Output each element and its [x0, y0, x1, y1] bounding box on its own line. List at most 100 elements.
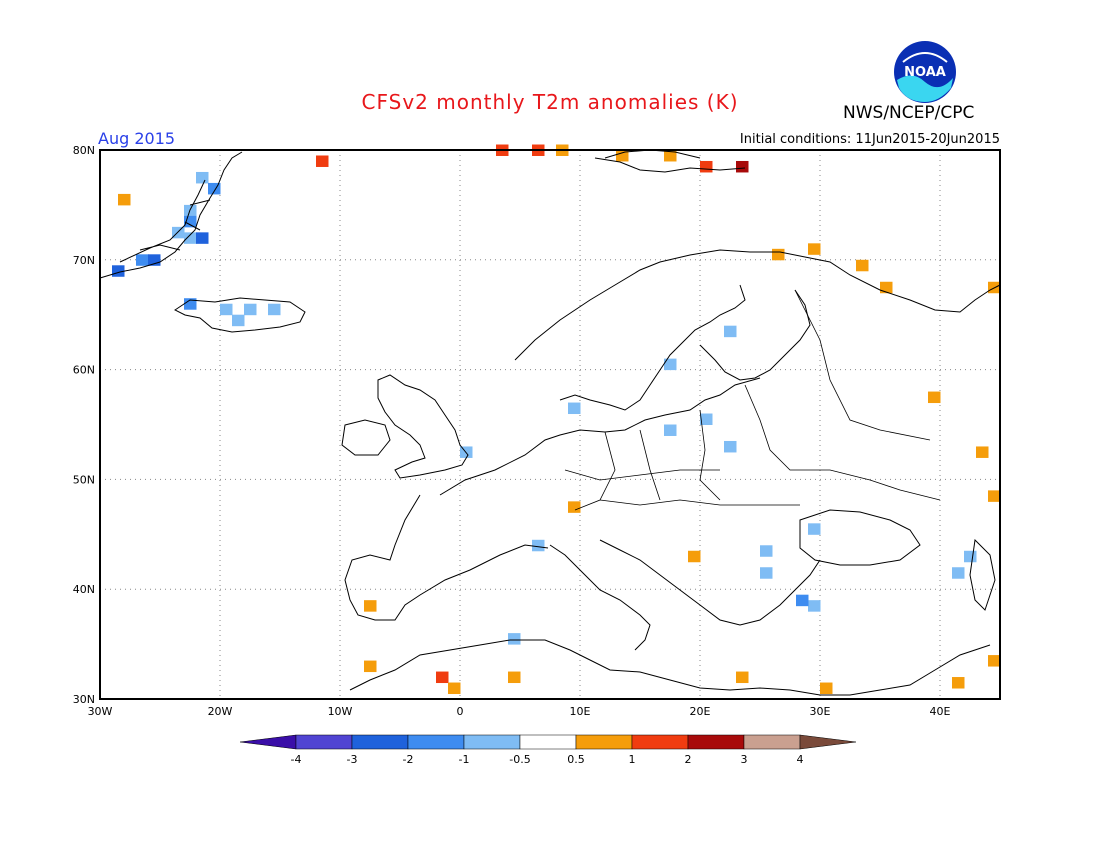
- chart-title: CFSv2 monthly T2m anomalies (K): [361, 90, 739, 114]
- colorbar-tick-label: 3: [741, 753, 748, 766]
- british-isles-coast: [341, 374, 469, 479]
- anomaly-cell: [772, 248, 785, 261]
- anomaly-cell: [616, 150, 629, 162]
- lat-label: 60N: [73, 364, 95, 377]
- country-borders: [564, 289, 941, 511]
- colorbar-segment: [631, 734, 689, 750]
- anomaly-cell: [988, 655, 1001, 667]
- anomaly-cell: [808, 600, 821, 612]
- anomaly-cell: [856, 259, 869, 272]
- anomaly-cell: [964, 550, 977, 563]
- anomaly-cell: [184, 232, 197, 244]
- anomaly-cell: [700, 160, 713, 173]
- colorbar-tick-label: 1: [629, 753, 636, 766]
- anomaly-cell: [364, 660, 377, 673]
- iceland-coast: [174, 297, 306, 333]
- greenland-coast: [99, 151, 243, 279]
- map-frame: [99, 149, 1001, 700]
- anomaly-cell: [724, 440, 737, 453]
- anomaly-cell: [136, 254, 149, 266]
- anomaly-cell: [184, 215, 197, 228]
- colorbar-segment: [743, 734, 801, 750]
- anomaly-cell: [700, 413, 713, 425]
- anomaly-cell: [952, 677, 965, 689]
- noaa-logo: NOAA: [893, 40, 957, 104]
- colorbar-tick-label: 4: [797, 753, 804, 766]
- colorbar: -4 -3 -2 -1 -0.5 0.5 1 2 3 4: [239, 734, 857, 766]
- lon-label: 10W: [328, 705, 353, 718]
- anomaly-cell: [808, 523, 821, 535]
- anomaly-cell: [508, 633, 521, 645]
- anomaly-cell: [244, 303, 257, 316]
- black-sea-coast: [799, 509, 921, 566]
- anomaly-cell: [664, 358, 677, 371]
- anomaly-cell: [268, 303, 281, 316]
- colorbar-max-arrow: [799, 734, 857, 750]
- anomaly-cell: [736, 671, 749, 684]
- anomaly-cell: [232, 314, 245, 327]
- organization-label: NWS/NCEP/CPC: [843, 103, 975, 123]
- anomaly-cell: [112, 265, 125, 277]
- anomaly-cell: [568, 501, 581, 513]
- lat-label: 50N: [73, 473, 95, 486]
- anomaly-cell: [760, 545, 773, 557]
- colorbar-segment: [575, 734, 633, 750]
- anomaly-cell: [118, 193, 131, 206]
- colorbar-segment: [519, 734, 577, 750]
- anomaly-cell: [316, 155, 329, 167]
- lat-label: 30N: [73, 693, 95, 706]
- anomaly-cell: [448, 682, 461, 695]
- caspian-coast: [969, 538, 996, 611]
- colorbar-segment: [463, 734, 521, 750]
- initial-conditions-label: Initial conditions: 11Jun2015-20Jun2015: [739, 132, 1000, 147]
- anomaly-cell: [928, 391, 941, 404]
- valid-month-label: Aug 2015: [98, 129, 176, 148]
- anomaly-cell: [796, 594, 809, 607]
- anomaly-cell: [736, 160, 749, 173]
- north-africa-coast: [349, 639, 991, 696]
- anomaly-cell: [196, 171, 209, 184]
- anomaly-cell: [568, 402, 581, 415]
- lat-label: 80N: [73, 144, 95, 157]
- italy-balkans-coast: [549, 539, 821, 651]
- sweden-finland-inner: [559, 284, 811, 411]
- anomaly-cell: [220, 303, 233, 316]
- colorbar-tick-label: -2: [403, 753, 414, 766]
- colorbar-segment: [407, 734, 465, 750]
- colorbar-segment: [687, 734, 745, 750]
- anomaly-cell: [880, 281, 893, 294]
- longitude-labels: 30W 20W 10W 0 10E 20E 30E 40E: [88, 705, 951, 718]
- colorbar-tick-label: -0.5: [509, 753, 530, 766]
- lat-label: 40N: [73, 583, 95, 596]
- lon-label: 10E: [570, 705, 591, 718]
- lat-label: 70N: [73, 254, 95, 267]
- anomaly-cell: [196, 232, 209, 244]
- anomaly-cell: [760, 567, 773, 579]
- anomaly-cell: [532, 539, 545, 552]
- anomaly-cell: [820, 682, 833, 695]
- anomaly-cell: [184, 298, 197, 310]
- lon-label: 30W: [88, 705, 113, 718]
- anomaly-cell: [208, 182, 221, 195]
- anomaly-cell: [664, 424, 677, 436]
- map-grid: [100, 150, 1000, 699]
- anomaly-cell: [364, 600, 377, 612]
- anomaly-cell: [436, 671, 449, 684]
- anomaly-cell: [664, 150, 677, 162]
- latitude-labels: 30N 40N 50N 60N 70N 80N: [73, 144, 95, 706]
- colorbar-tick-label: -1: [459, 753, 470, 766]
- continental-coast: [344, 377, 761, 621]
- anomaly-cells: [112, 144, 1001, 695]
- lon-label: 40E: [930, 705, 951, 718]
- anomaly-cell: [976, 446, 989, 458]
- colorbar-tick-label: 0.5: [567, 753, 585, 766]
- anomaly-cell: [988, 490, 1001, 502]
- anomaly-cell: [724, 325, 737, 338]
- anomaly-cell: [952, 567, 965, 579]
- lon-label: 30E: [810, 705, 831, 718]
- colorbar-tick-label: 2: [685, 753, 692, 766]
- anomaly-cell: [508, 671, 521, 684]
- anomaly-cell: [172, 226, 185, 239]
- anomaly-cell: [148, 254, 161, 266]
